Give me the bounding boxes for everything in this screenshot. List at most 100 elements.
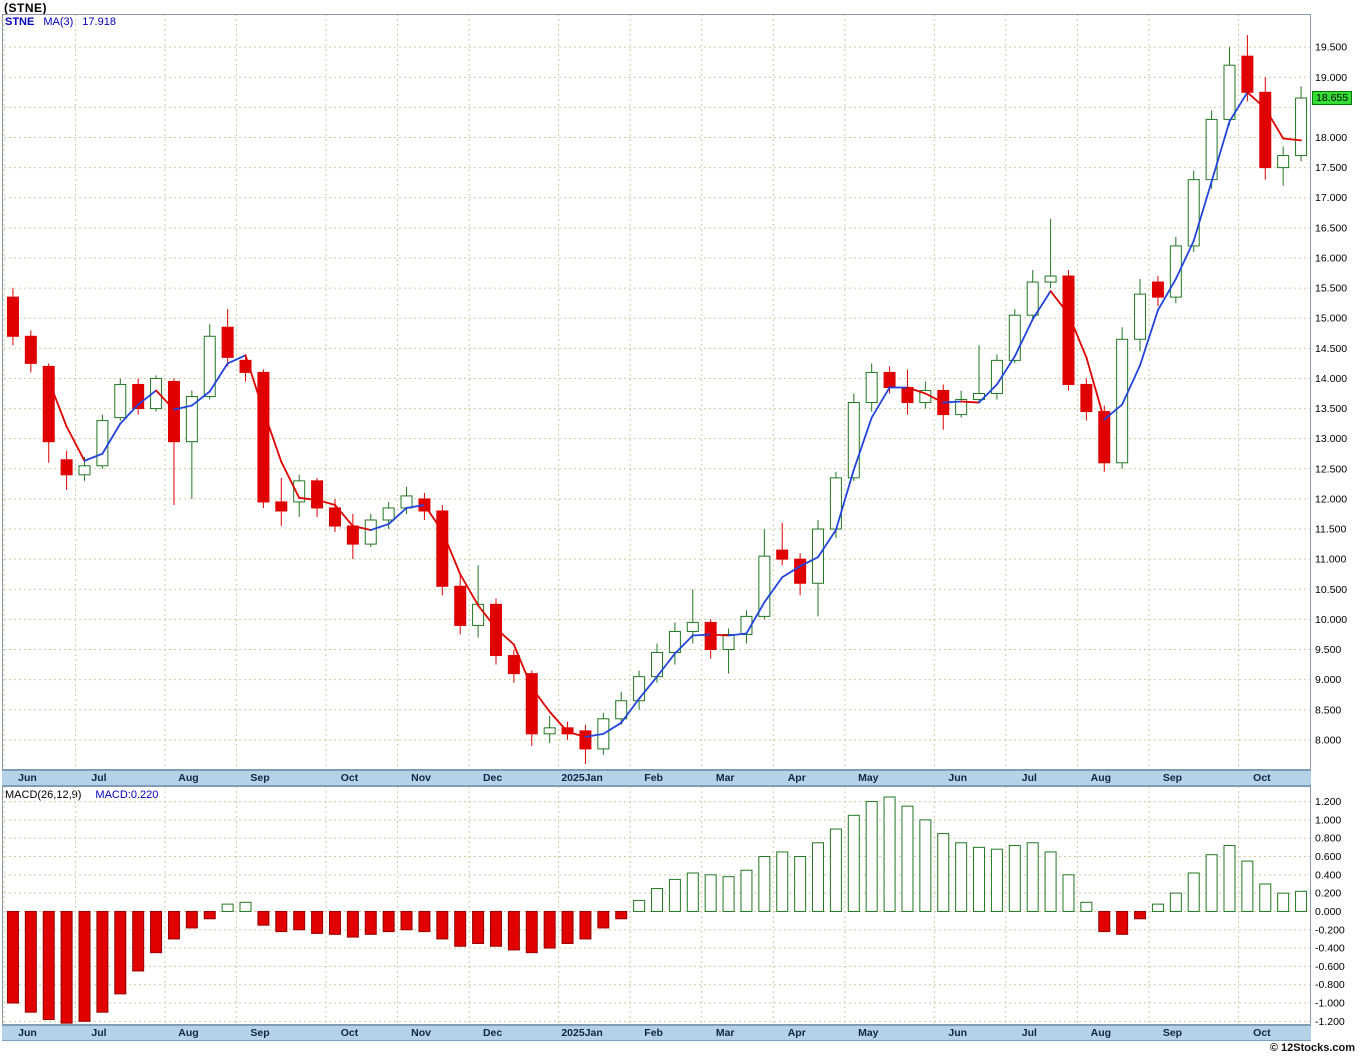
macd-bar: [114, 910, 127, 995]
candle: [525, 670, 538, 746]
svg-text:10.500: 10.500: [1315, 584, 1347, 596]
month-label: Jun: [948, 1027, 968, 1039]
svg-text:9.500: 9.500: [1315, 644, 1341, 656]
macd-bar: [865, 801, 878, 912]
svg-text:15.500: 15.500: [1315, 283, 1347, 295]
candlesticks: [6, 35, 1308, 764]
macd-bar: [686, 872, 699, 912]
macd-bar: [382, 910, 395, 933]
macd-bar: [203, 910, 216, 920]
macd-bar: [740, 869, 753, 912]
macd-bar: [96, 910, 109, 1013]
month-label: Dec: [482, 1027, 503, 1039]
month-label: Jul: [91, 1027, 107, 1039]
macd-bar: [167, 910, 180, 940]
candle: [615, 691, 628, 725]
macd-bar: [919, 819, 932, 912]
svg-text:17.500: 17.500: [1315, 162, 1347, 174]
candle: [24, 330, 37, 373]
macd-bar: [579, 910, 592, 940]
macd-indicator-label: MACD(26,12,9): [5, 789, 82, 801]
macd-bar: [60, 910, 73, 1024]
candle: [150, 375, 163, 412]
candle: [42, 363, 55, 463]
macd-bar: [1241, 860, 1254, 912]
legend-ma-value: 17.918: [82, 16, 116, 28]
svg-text:13.500: 13.500: [1315, 403, 1347, 415]
candle: [1205, 110, 1218, 189]
macd-bar: [1134, 910, 1147, 920]
candle: [203, 324, 216, 400]
candle: [633, 670, 646, 710]
candle: [794, 553, 807, 596]
svg-text:0.800: 0.800: [1315, 833, 1341, 845]
macd-bar: [704, 874, 717, 912]
candle: [1062, 270, 1075, 391]
macd-bar: [418, 910, 431, 933]
month-label: 2025Jan: [561, 772, 603, 784]
candle: [937, 384, 950, 430]
month-label: Oct: [340, 772, 359, 784]
macd-bar: [1008, 845, 1021, 912]
month-label: Dec: [482, 772, 503, 784]
month-label: Jul: [1021, 772, 1037, 784]
candle: [883, 366, 896, 394]
svg-text:-1.200: -1.200: [1315, 1016, 1345, 1025]
candle: [901, 369, 914, 415]
candle: [132, 378, 145, 415]
macd-bar: [1187, 872, 1200, 912]
svg-text:0.000: 0.000: [1315, 906, 1341, 918]
macd-chart-canvas: -1.200 -1.000 -0.800 -0.600 -0.400 -0.200 0.00…: [2, 786, 1345, 1025]
month-label: Mar: [715, 772, 735, 784]
month-label: Sep: [1162, 1027, 1183, 1039]
macd-bar: [472, 910, 485, 945]
macd-legend: MACD(26,12,9) MACD:0.220: [5, 789, 158, 801]
legend-symbol: STNE: [5, 16, 35, 28]
month-label: Nov: [411, 772, 431, 784]
macd-bar: [1295, 890, 1308, 912]
price-chart-panel: 8.000 8.500 9.000 9.500 10.000 10.500 11.000 11…: [0, 14, 1360, 770]
macd-bar: [454, 910, 467, 947]
month-label: 2025Jan: [561, 1027, 603, 1039]
month-label: Oct: [1253, 772, 1271, 784]
month-label: Sep: [250, 772, 270, 784]
macd-bar: [257, 910, 270, 926]
price-chart-canvas: 8.000 8.500 9.000 9.500 10.000 10.500 11.000 11…: [2, 14, 1347, 770]
month-label: Jul: [91, 772, 107, 784]
macd-bar: [185, 910, 198, 929]
candle: [96, 414, 109, 469]
macd-bar: [1044, 851, 1057, 912]
candle: [1169, 236, 1182, 304]
macd-bar: [132, 910, 145, 972]
candle: [185, 390, 198, 499]
month-label: Mar: [715, 1027, 735, 1039]
svg-text:-0.800: -0.800: [1315, 979, 1345, 991]
month-label: Jul: [1021, 1027, 1037, 1039]
candle: [221, 309, 234, 367]
macd-bar: [78, 910, 91, 1022]
month-label: Apr: [787, 772, 806, 784]
candle: [865, 363, 878, 412]
chart-title: (STNE): [4, 1, 47, 15]
macd-bar: [883, 796, 896, 912]
macd-bar: [543, 910, 556, 949]
candle: [1241, 35, 1254, 102]
macd-indicator-value: MACD:0.220: [95, 789, 159, 801]
svg-text:0.400: 0.400: [1315, 869, 1341, 881]
macd-bar: [239, 901, 252, 912]
macd-bar: [364, 910, 377, 935]
month-label: Aug: [178, 772, 199, 784]
candle: [472, 565, 485, 638]
macd-bar: [668, 878, 681, 912]
candle: [579, 724, 592, 764]
macd-bar: [901, 805, 914, 912]
price-grid: [3, 14, 1310, 770]
candle: [704, 619, 717, 659]
macd-bar: [812, 842, 825, 912]
svg-text:19.500: 19.500: [1315, 42, 1347, 54]
svg-text:10.000: 10.000: [1315, 614, 1347, 626]
candle: [1277, 146, 1290, 186]
candle: [114, 378, 127, 421]
macd-bar: [794, 856, 807, 912]
